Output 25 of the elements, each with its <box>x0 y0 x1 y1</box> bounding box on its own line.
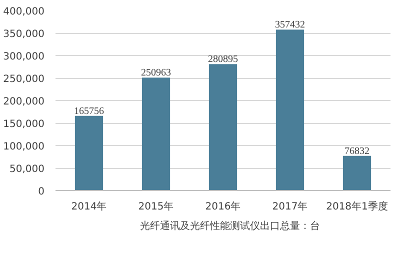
data-label: 357432 <box>275 20 305 31</box>
bar <box>74 116 104 190</box>
data-label: 165756 <box>74 106 104 117</box>
y-tick-label: 250,000 <box>3 74 45 85</box>
bar <box>142 78 170 190</box>
bar <box>342 156 372 190</box>
data-label: 280895 <box>208 54 238 66</box>
x-tick-label: 2016年 <box>205 200 241 212</box>
data-label: 76832 <box>344 146 370 157</box>
data-label: 250963 <box>141 68 171 79</box>
y-tick-label: 0 <box>38 186 45 198</box>
x-tick-label: 2018年1季度 <box>326 200 388 212</box>
y-tick-label: 350,000 <box>3 29 45 40</box>
x-tick-label: 2015年 <box>138 200 174 212</box>
bar <box>276 30 304 190</box>
x-tick-label: 2017年 <box>272 200 308 212</box>
y-tick-label: 100,000 <box>3 142 45 152</box>
bar <box>208 64 238 190</box>
y-tick-label: 400,000 <box>3 6 45 18</box>
y-tick-label: 300,000 <box>3 52 45 62</box>
y-tick-label: 150,000 <box>3 119 45 130</box>
text: 光纤通讯及光纤性能测试仪出口总量：台 <box>140 220 320 233</box>
y-tick-label: 200,000 <box>3 96 45 108</box>
x-tick-label: 2014年 <box>71 200 107 212</box>
y-tick-label: 50,000 <box>10 164 45 175</box>
